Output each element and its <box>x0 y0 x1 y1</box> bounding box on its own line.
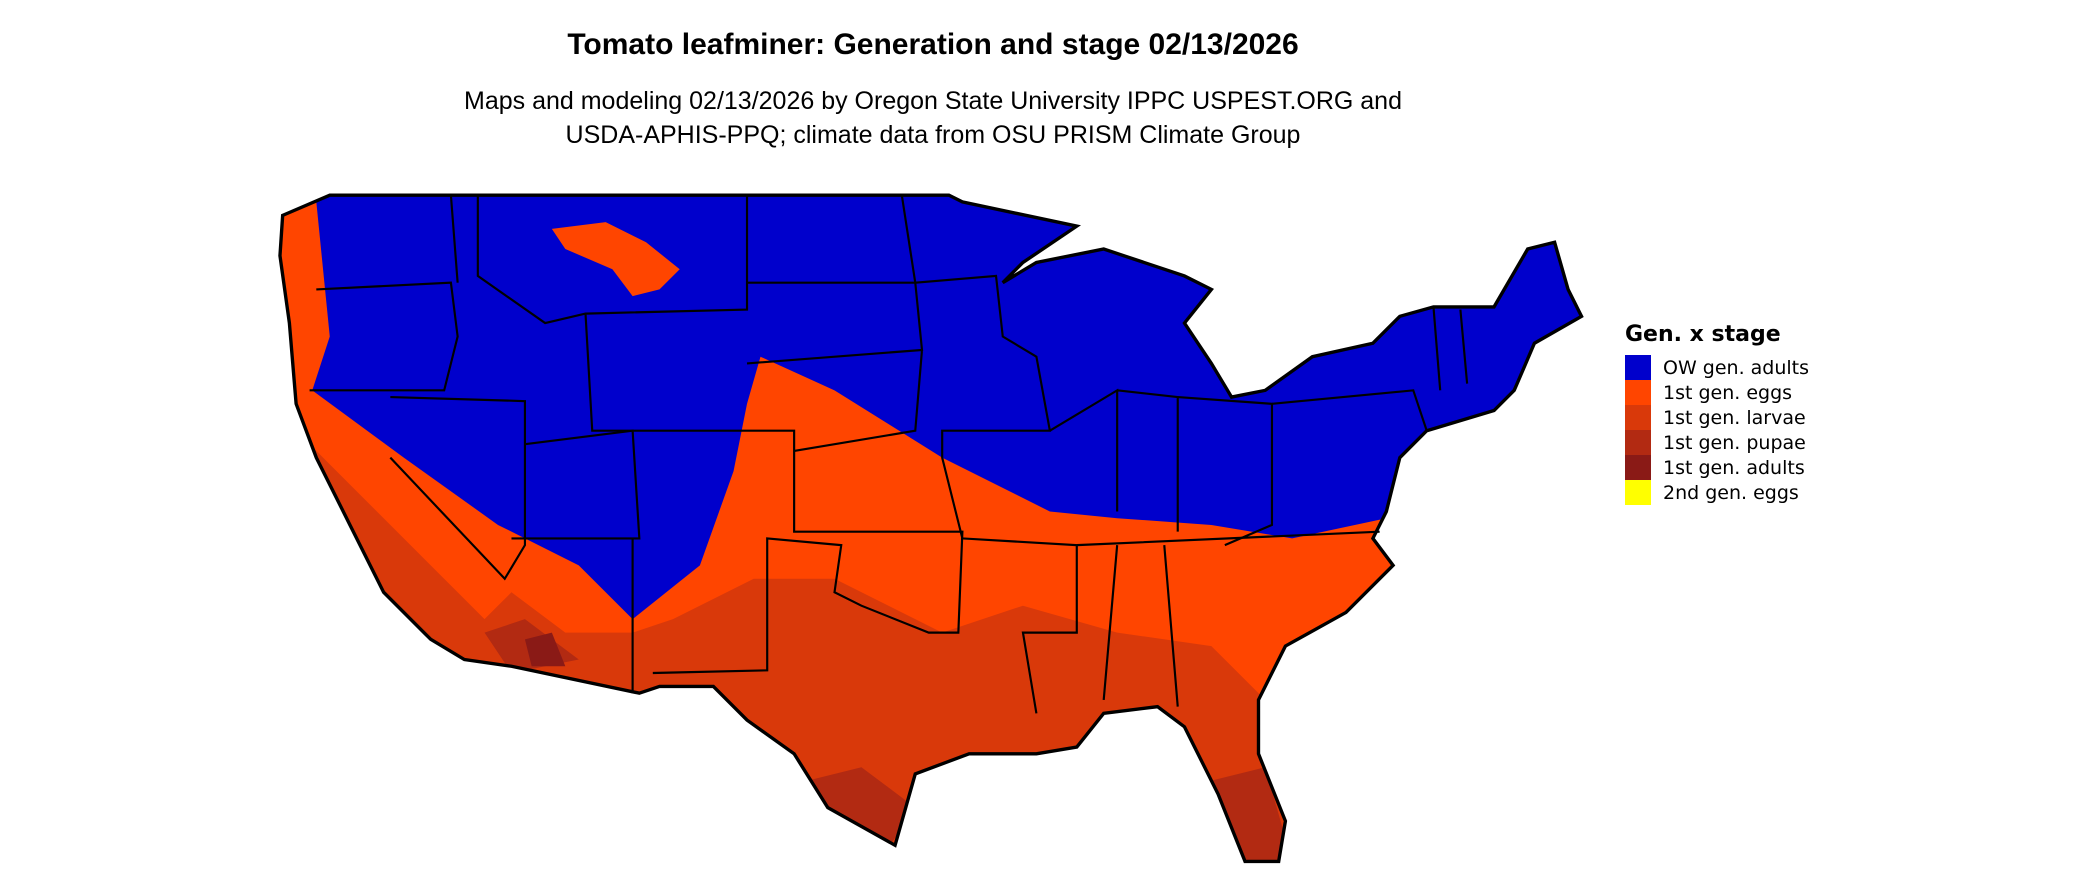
legend-label: 2nd gen. eggs <box>1663 481 1799 504</box>
legend-item-1st-gen-adults: 1st gen. adults <box>1625 455 1809 480</box>
state-borders <box>309 195 1469 714</box>
legend-label: 1st gen. adults <box>1663 456 1805 479</box>
region-1st-gen-pupae <box>484 619 1293 862</box>
subtitle-line-2: USDA-APHIS-PPQ; climate data from OSU PR… <box>565 121 1301 149</box>
legend-swatch <box>1625 355 1651 380</box>
subtitle-line-1: Maps and modeling 02/13/2026 by Oregon S… <box>464 87 1402 115</box>
legend-label: 1st gen. eggs <box>1663 381 1793 404</box>
legend-item-1st-gen-eggs: 1st gen. eggs <box>1625 380 1809 405</box>
legend-item-1st-gen-pupae: 1st gen. pupae <box>1625 430 1809 455</box>
legend-label: OW gen. adults <box>1663 356 1810 379</box>
legend-item-ow-gen-adults: OW gen. adults <box>1625 355 1809 380</box>
map-subtitle: Maps and modeling 02/13/2026 by Oregon S… <box>0 84 1866 152</box>
legend-label: 1st gen. larvae <box>1663 406 1806 429</box>
legend-swatch <box>1625 480 1651 505</box>
region-1st-gen-eggs-montana <box>551 222 680 297</box>
legend-swatch <box>1625 430 1651 455</box>
legend-label: 1st gen. pupae <box>1663 431 1806 454</box>
legend-title: Gen. x stage <box>1625 322 1781 347</box>
legend-swatch <box>1625 405 1651 430</box>
legend-swatch <box>1625 380 1651 405</box>
legend-item-1st-gen-larvae: 1st gen. larvae <box>1625 405 1809 430</box>
legend-swatch <box>1625 455 1651 480</box>
legend: Gen. x stage OW gen. adults 1st gen. egg… <box>1625 322 1809 505</box>
map-title: Tomato leafminer: Generation and stage 0… <box>567 28 1299 61</box>
legend-item-2nd-gen-eggs: 2nd gen. eggs <box>1625 480 1809 505</box>
